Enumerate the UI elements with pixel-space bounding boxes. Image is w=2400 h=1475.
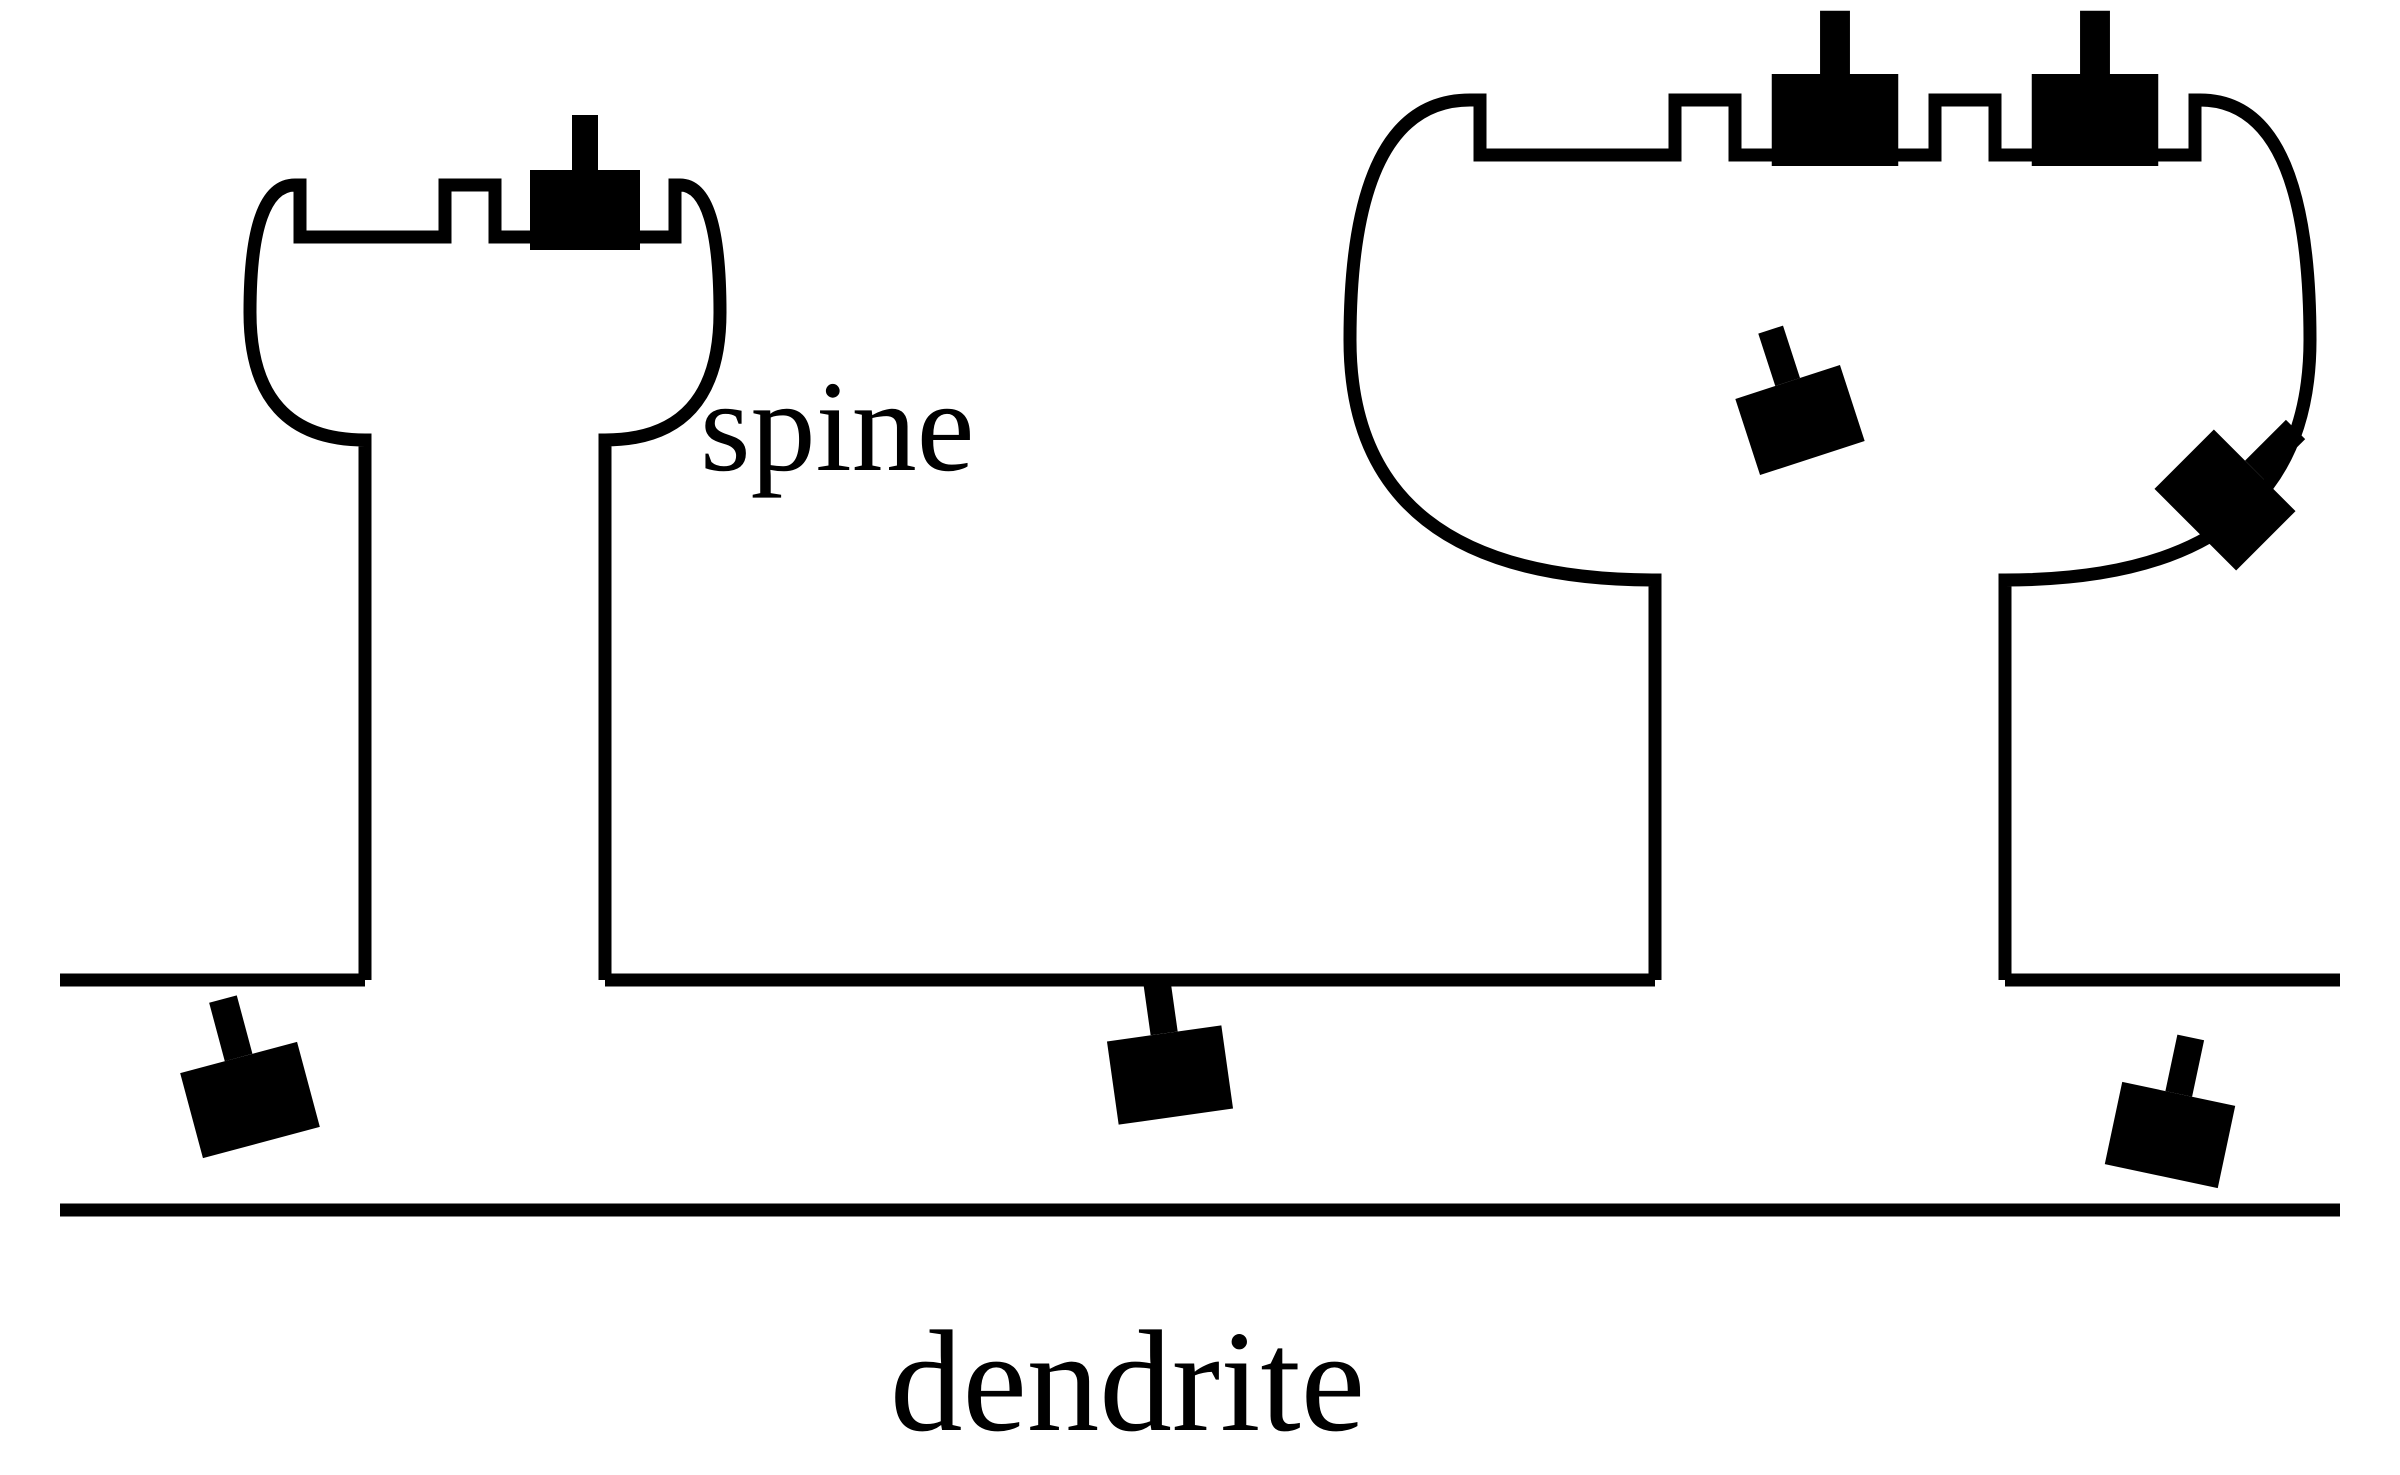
receptor-large-slot-right: [2032, 11, 2159, 166]
receptor-dendrite-left: [165, 983, 320, 1158]
small-spine: [250, 185, 720, 980]
receptor-body: [2105, 1082, 2235, 1188]
receptor-dendrite-mid: [1099, 968, 1233, 1124]
receptor-large-interior: [1718, 313, 1864, 475]
receptor-dendrite-right: [2105, 1025, 2247, 1188]
receptor-small-slot-right: [530, 115, 640, 250]
receptor-body: [1735, 365, 1864, 475]
receptor-large-slot-mid: [1772, 11, 1899, 166]
label-spine: spine: [700, 355, 974, 499]
receptor-stem: [209, 995, 252, 1061]
receptor-large-edge: [2154, 389, 2336, 571]
large-spine: [1350, 100, 2310, 980]
receptor-stem: [1820, 11, 1850, 74]
receptor-body: [180, 1042, 320, 1158]
receptor-stem: [1758, 326, 1800, 386]
receptor-body: [530, 170, 640, 250]
receptor-body: [2032, 74, 2159, 166]
receptor-stem: [572, 115, 598, 170]
label-dendrite: dendrite: [890, 1302, 1365, 1462]
receptor-body: [1772, 74, 1899, 166]
receptor-body: [1107, 1025, 1233, 1124]
receptor-stem: [2165, 1035, 2204, 1097]
receptor-stem: [2080, 11, 2110, 74]
